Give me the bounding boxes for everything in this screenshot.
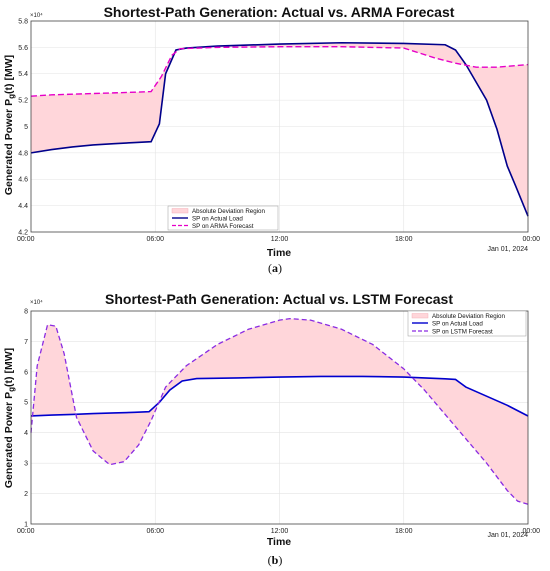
y-tick-label: 4.2 xyxy=(18,229,28,236)
y-tick-label: 5.2 xyxy=(18,98,28,105)
x-tick-label: 00:00 xyxy=(17,528,35,535)
panel-a: Shortest-Path Generation: Actual vs. ARM… xyxy=(3,4,540,275)
y-axis-label-sub: g xyxy=(7,94,16,99)
y-exponent-label: ×10⁴ xyxy=(30,12,43,19)
x-axis-label: Time xyxy=(267,536,291,548)
caption-a: (a) xyxy=(268,261,282,275)
x-tick-label: 06:00 xyxy=(146,236,164,243)
y-tick-label: 5.4 xyxy=(18,71,28,78)
legend-swatch-deviation xyxy=(411,313,429,319)
legend: Absolute Deviation Region SP on Actual L… xyxy=(407,310,527,337)
y-tick-labels: 4.2 4.4 4.6 4.8 5 5.2 5.4 5.6 5.8 xyxy=(18,18,28,236)
series-line-sp-arma-forecast xyxy=(30,46,529,97)
x-tick-labels: 00:00 06:00 12:00 18:00 00:00 xyxy=(17,528,540,535)
x-tick-label: 00:00 xyxy=(522,528,540,535)
y-tick-label: 5.8 xyxy=(18,18,28,25)
y-tick-label: 5.6 xyxy=(18,45,28,52)
y-axis-label-prefix: Generated Power P xyxy=(3,392,15,488)
legend-entry-forecast: SP on ARMA Forecast xyxy=(192,223,254,230)
x-tick-label: 00:00 xyxy=(17,236,35,243)
y-exponent-label: ×10⁴ xyxy=(30,299,43,306)
y-axis-label-suffix: (t) [MW] xyxy=(3,55,15,94)
legend-entry-forecast: SP on LSTM Forecast xyxy=(432,329,493,336)
y-tick-labels: 1 2 3 4 5 6 7 8 xyxy=(24,308,28,528)
y-tick-label: 4.8 xyxy=(18,150,28,157)
y-tick-label: 3 xyxy=(24,461,28,468)
deviation-region xyxy=(31,318,528,505)
series-line-sp-actual-load xyxy=(30,375,529,417)
x-tick-label: 18:00 xyxy=(395,236,413,243)
x-axis-label: Time xyxy=(267,247,291,259)
legend-swatch-deviation xyxy=(171,208,189,214)
x-tick-label: 18:00 xyxy=(395,528,413,535)
series-line-sp-actual-load xyxy=(30,41,529,217)
y-tick-label: 8 xyxy=(24,308,28,315)
y-tick-label: 6 xyxy=(24,369,28,376)
caption-a-letter: a xyxy=(272,261,278,275)
series-line-sp-lstm-forecast xyxy=(30,317,529,505)
y-axis-label-suffix: (t) [MW] xyxy=(3,348,15,387)
y-tick-label: 2 xyxy=(24,491,28,498)
chart-title: Shortest-Path Generation: Actual vs. ARM… xyxy=(104,4,455,20)
panel-b: Shortest-Path Generation: Actual vs. LST… xyxy=(3,291,540,567)
axes-box xyxy=(30,310,529,525)
y-axis-label: Generated Power Pg(t) [MW] xyxy=(3,55,16,195)
legend-entry-actual: SP on Actual Load xyxy=(192,216,243,223)
y-axis-label: Generated Power Pg(t) [MW] xyxy=(3,348,16,488)
caption-b: (b) xyxy=(268,553,283,567)
y-axis-label-sub: g xyxy=(7,387,16,392)
caption-b-letter: b xyxy=(272,553,279,567)
y-tick-label: 7 xyxy=(24,339,28,346)
x-tick-label: 00:00 xyxy=(522,236,540,243)
x-tick-label: 06:00 xyxy=(146,528,164,535)
y-tick-label: 4 xyxy=(24,430,28,437)
x-tick-label: 12:00 xyxy=(271,528,289,535)
y-tick-label: 4.4 xyxy=(18,203,28,210)
x-date-label: Jan 01, 2024 xyxy=(488,532,529,539)
y-tick-label: 5 xyxy=(24,124,28,131)
y-tick-label: 1 xyxy=(24,521,28,528)
legend-entry-deviation: Absolute Deviation Region xyxy=(192,208,265,215)
y-tick-label: 4.6 xyxy=(18,177,28,184)
legend: Absolute Deviation Region SP on Actual L… xyxy=(167,205,279,231)
chart-title: Shortest-Path Generation: Actual vs. LST… xyxy=(105,291,453,307)
y-tick-label: 5 xyxy=(24,400,28,407)
x-tick-labels: 00:00 06:00 12:00 18:00 00:00 xyxy=(17,236,540,243)
x-date-label: Jan 01, 2024 xyxy=(488,246,529,253)
legend-entry-actual: SP on Actual Load xyxy=(432,321,483,328)
x-tick-label: 12:00 xyxy=(271,236,289,243)
axes-box xyxy=(30,20,529,233)
legend-entry-deviation: Absolute Deviation Region xyxy=(432,313,505,320)
y-axis-label-prefix: Generated Power P xyxy=(3,99,15,195)
